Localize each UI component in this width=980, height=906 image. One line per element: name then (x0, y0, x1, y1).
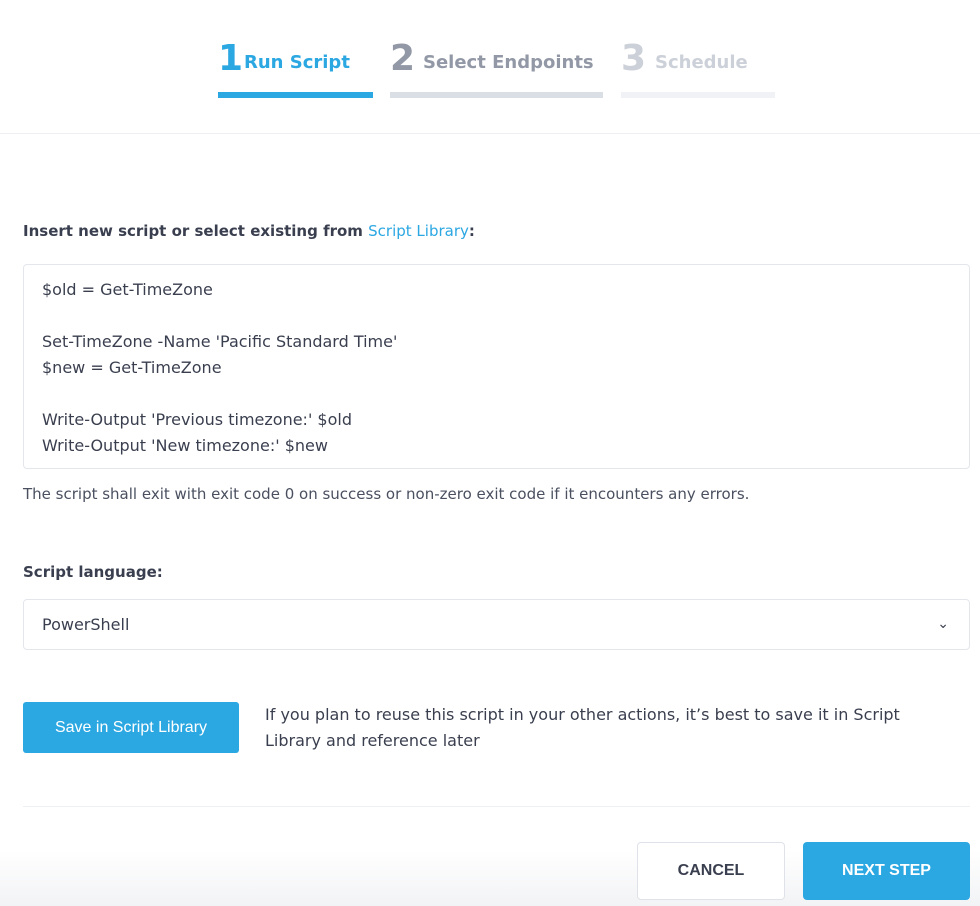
step-progress-bar (218, 92, 373, 98)
selected-language: PowerShell (42, 615, 130, 634)
script-language-select[interactable]: PowerShell ⌄ (23, 599, 970, 650)
step-number: 3 (621, 38, 647, 79)
save-in-library-button[interactable]: Save in Script Library (23, 702, 239, 753)
step-schedule[interactable]: 3 Schedule (621, 38, 775, 98)
step-select-endpoints[interactable]: 2 Select Endpoints (390, 38, 603, 98)
script-label: Insert new script or select existing fro… (23, 222, 475, 240)
step-label: Run Script (244, 52, 350, 73)
step-progress-bar (621, 92, 775, 98)
step-number: 1 (218, 38, 244, 79)
step-number: 2 (390, 38, 416, 79)
exit-code-hint: The script shall exit with exit code 0 o… (23, 485, 750, 503)
step-label: Select Endpoints (423, 52, 594, 73)
script-label-text: Insert new script or select existing fro… (23, 222, 369, 240)
chevron-down-icon: ⌄ (937, 616, 949, 632)
cancel-button[interactable]: CANCEL (637, 842, 785, 900)
script-language-label: Script language: (23, 563, 163, 581)
stepper: 1 Run Script 2 Select Endpoints 3 Schedu… (0, 0, 980, 134)
script-editor[interactable]: $old = Get-TimeZone Set-TimeZone -Name '… (23, 264, 970, 469)
script-label-suffix: : (468, 222, 475, 240)
script-library-link[interactable]: Script Library (368, 222, 469, 240)
step-progress-bar (390, 92, 603, 98)
save-note: If you plan to reuse this script in your… (265, 705, 900, 750)
step-label: Schedule (655, 52, 748, 73)
step-run-script[interactable]: 1 Run Script (218, 38, 373, 98)
divider (23, 806, 970, 807)
next-step-button[interactable]: NEXT STEP (803, 842, 970, 900)
